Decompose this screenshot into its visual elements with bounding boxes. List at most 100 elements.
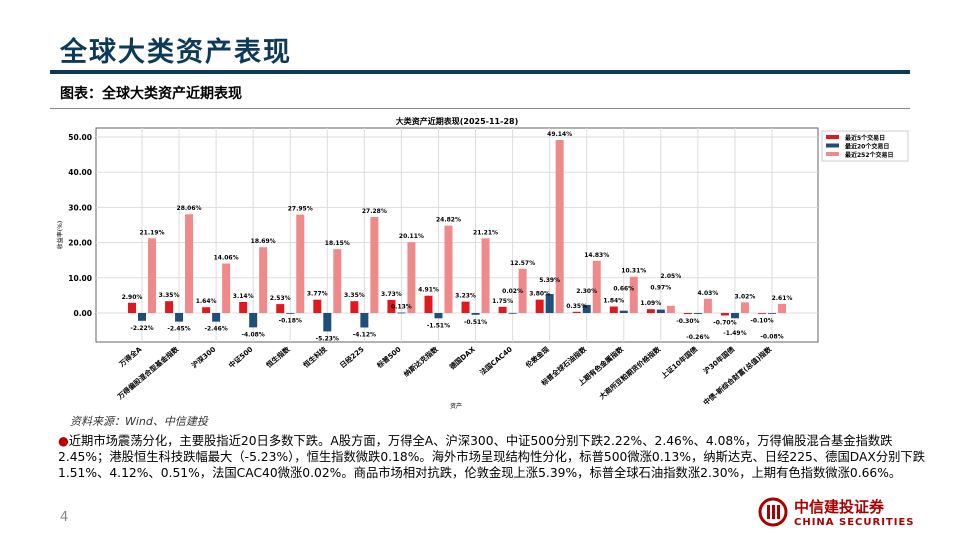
- bar: [350, 301, 359, 313]
- data-label: -2.45%: [167, 326, 190, 333]
- bar: [128, 302, 136, 313]
- data-label: 14.06%: [214, 255, 239, 262]
- x-tick-label: 中证500: [227, 345, 255, 370]
- data-label: 0.97%: [650, 285, 671, 292]
- bar: [407, 242, 416, 313]
- data-label: 2.53%: [270, 295, 291, 302]
- data-label: 3.77%: [307, 291, 328, 298]
- chart-title: 大类资产近期表现(2025-11-28): [396, 116, 518, 126]
- bar: [212, 313, 221, 322]
- legend-label: 最近20个交易日: [845, 143, 889, 151]
- logo-en: CHINA SECURITIES: [794, 517, 915, 528]
- bar: [313, 299, 322, 313]
- data-label: 10.31%: [621, 268, 646, 275]
- bar: [138, 313, 146, 321]
- x-tick-label: 大商所豆粕期货价格指数: [597, 344, 663, 401]
- x-tick-label: 法国CAC40: [478, 345, 514, 377]
- legend-swatch: [826, 143, 839, 148]
- bar: [434, 313, 443, 319]
- title-divider: [50, 70, 910, 74]
- data-label: 3.80%: [529, 291, 550, 298]
- commentary: ●近期市场震荡分化，主要股指近20日多数下跌。A股方面，万得全A、沪深300、中…: [58, 433, 938, 481]
- x-tick-label: 中债-新综合财富(总值)指数: [701, 344, 774, 407]
- y-axis-label: 收益率(%): [56, 221, 64, 249]
- bar: [508, 312, 517, 314]
- data-label: 3.35%: [344, 292, 365, 299]
- bar: [582, 304, 591, 313]
- bar: [148, 238, 156, 313]
- bar: [370, 216, 379, 313]
- bar: [444, 225, 453, 313]
- chart-caption: 图表：全球大类资产近期表现: [60, 86, 242, 102]
- bar: [498, 306, 507, 313]
- bar: [471, 313, 480, 315]
- bar: [276, 304, 285, 313]
- x-tick-label: 恒生指数: [264, 344, 293, 370]
- x-tick-label: 伦敦金现: [524, 345, 551, 370]
- data-label: -5.23%: [316, 335, 339, 342]
- data-label: 3.35%: [159, 292, 180, 299]
- data-label: 3.73%: [381, 291, 402, 298]
- data-label: 0.13%: [391, 304, 412, 311]
- data-label: 12.57%: [510, 260, 535, 267]
- y-tick-label: 50.00: [68, 133, 92, 142]
- source-note: 资料来源：Wind、中信建投: [70, 415, 208, 428]
- bar: [185, 214, 194, 313]
- y-tick-label: 30.00: [68, 203, 92, 212]
- legend-label: 最近252个交易日: [845, 151, 894, 159]
- data-label: -1.49%: [723, 330, 746, 337]
- bar: [545, 294, 554, 313]
- bar: [461, 301, 470, 313]
- data-label: 21.21%: [473, 229, 498, 236]
- bar: [222, 263, 231, 313]
- data-label: 2.05%: [660, 273, 681, 280]
- bar: [175, 313, 184, 322]
- data-label: 1.64%: [196, 298, 217, 305]
- bar: [259, 247, 268, 313]
- caption-divider: [50, 108, 910, 109]
- y-tick-label: 20.00: [68, 239, 92, 248]
- data-label: 18.69%: [251, 238, 276, 245]
- bar: [555, 140, 564, 313]
- data-label: 28.06%: [177, 205, 202, 212]
- x-tick-label: 沪深300: [190, 345, 218, 370]
- commentary-text: 近期市场震荡分化，主要股指近20日多数下跌。A股方面，万得全A、沪深300、中证…: [58, 434, 926, 480]
- data-label: 27.95%: [288, 206, 313, 213]
- bar: [619, 310, 628, 313]
- page-title: 全球大类资产表现: [60, 37, 292, 68]
- data-label: 2.30%: [576, 288, 597, 295]
- data-label: 2.61%: [772, 295, 793, 302]
- logo-cn: 中信建投证券: [794, 498, 885, 516]
- data-label: 3.23%: [455, 293, 476, 300]
- bar: [535, 299, 544, 313]
- data-label: -4.12%: [353, 332, 376, 339]
- data-label: 21.19%: [140, 229, 165, 236]
- bar: [323, 313, 332, 332]
- data-label: 20.11%: [399, 233, 424, 240]
- company-logo: 中信建投证券 CHINA SECURITIES: [758, 496, 915, 528]
- data-label: -2.46%: [204, 326, 227, 333]
- x-tick-label: 纳斯达克指数: [402, 344, 441, 379]
- bar: [239, 301, 248, 313]
- data-label: 4.03%: [697, 290, 718, 297]
- data-label: -0.08%: [760, 333, 783, 340]
- bar: [333, 249, 342, 313]
- x-tick-label: 万得全A: [116, 344, 143, 369]
- data-label: 27.28%: [362, 208, 387, 215]
- x-tick-label: 标普500: [374, 345, 403, 371]
- data-label: 1.75%: [492, 298, 513, 305]
- bar: [360, 313, 369, 328]
- bar: [249, 313, 258, 328]
- bar: [646, 309, 655, 313]
- bar: [720, 313, 729, 316]
- data-label: 1.09%: [640, 300, 661, 307]
- x-tick-label: 万得偏股混合型基金指数: [115, 344, 181, 402]
- bar: [656, 309, 665, 313]
- legend-swatch: [826, 135, 839, 139]
- bar: [397, 312, 406, 314]
- x-tick-label: 德国DAX: [448, 344, 478, 371]
- x-tick-label: 恒生科技: [301, 344, 330, 370]
- data-label: -4.08%: [242, 331, 265, 338]
- data-label: 3.02%: [735, 293, 756, 300]
- data-label: 3.14%: [233, 293, 254, 300]
